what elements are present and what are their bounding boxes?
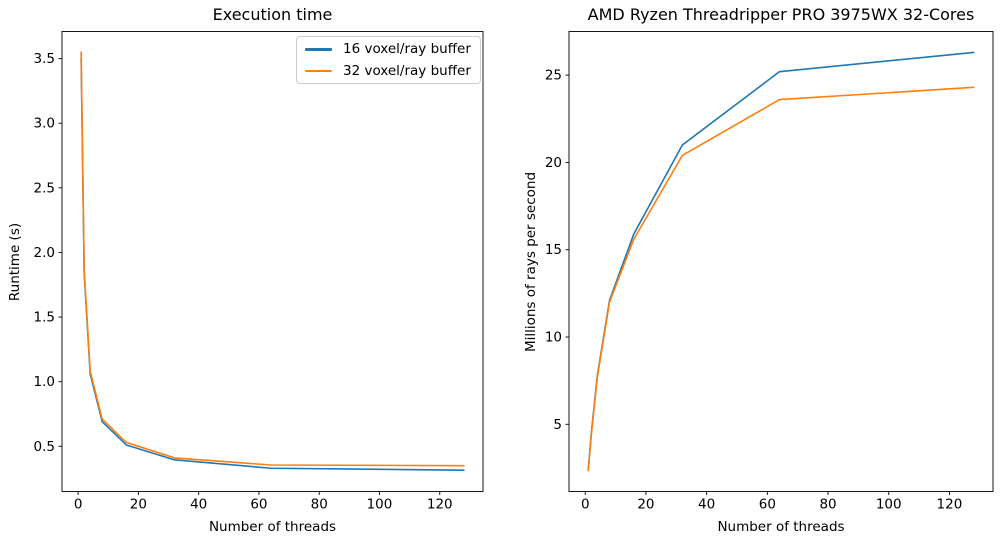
- y-tick-label: 10: [545, 330, 562, 346]
- x-tick-label: 40: [698, 497, 715, 513]
- y-tick-label: 15: [545, 242, 562, 258]
- x-tick-label: 120: [427, 497, 453, 513]
- y-tick-label: 20: [545, 155, 562, 171]
- y-tick-label: 2.5: [34, 180, 55, 196]
- x-tick-label: 120: [937, 497, 963, 513]
- x-tick-label: 80: [311, 497, 328, 513]
- y-tick-label: 25: [545, 68, 562, 84]
- axes-left: 0 20 40 60 80 100 120 0.5 1.0 1.5 2.0 2.5 3.0 3.5: [34, 31, 484, 513]
- x-tick-label: 100: [876, 497, 902, 513]
- x-tick-label: 100: [367, 497, 393, 513]
- right-y-axis-label: Millions of rays per second: [523, 171, 539, 353]
- legend-label: 16 voxel/ray buffer: [343, 41, 471, 58]
- right-plot-title: AMD Ryzen Threadripper PRO 3975WX 32-Cor…: [587, 5, 975, 24]
- right-x-axis-label: Number of threads: [717, 519, 845, 535]
- left-x-axis-label: Number of threads: [208, 519, 337, 535]
- legend-row: 32 voxel/ray buffer: [303, 63, 474, 80]
- axes-right: 0 20 40 60 80 100 120 5 10 15 20 25: [545, 31, 994, 513]
- y-tick-label: 3.0: [34, 116, 55, 132]
- y-tick-label: 2.0: [34, 245, 55, 261]
- y-tick-label: 0.5: [34, 439, 55, 455]
- axes-spines: [568, 31, 994, 492]
- legend-line-sample-blue: [305, 48, 332, 51]
- legend-row: 16 voxel/ray buffer: [303, 41, 474, 58]
- y-tick-label: 5: [553, 417, 562, 433]
- series-line-16-voxel: [587, 51, 975, 471]
- x-tick-label: 80: [819, 497, 836, 513]
- series-line-32-voxel: [587, 86, 975, 472]
- y-tick-label: 1.5: [34, 310, 55, 326]
- y-tick-label: 1.0: [34, 374, 55, 390]
- legend-line-sample-orange: [305, 69, 332, 72]
- legend: 16 voxel/ray buffer 32 voxel/ray buffer: [296, 36, 481, 84]
- left-y-axis-label: Runtime (s): [7, 222, 23, 302]
- series-line-32-voxel: [80, 51, 465, 467]
- x-tick-label: 60: [250, 497, 267, 513]
- x-tick-label: 0: [581, 497, 590, 513]
- x-tick-label: 0: [74, 497, 83, 513]
- series-line-16-voxel: [80, 57, 465, 471]
- x-tick-label: 60: [759, 497, 776, 513]
- y-tick-label: 3.5: [34, 51, 55, 67]
- x-tick-label: 20: [130, 497, 147, 513]
- left-plot-title: Execution time: [212, 5, 333, 24]
- axes-spines: [61, 31, 484, 492]
- x-tick-label: 40: [190, 497, 207, 513]
- x-tick-label: 20: [637, 497, 654, 513]
- legend-label: 32 voxel/ray buffer: [343, 62, 471, 79]
